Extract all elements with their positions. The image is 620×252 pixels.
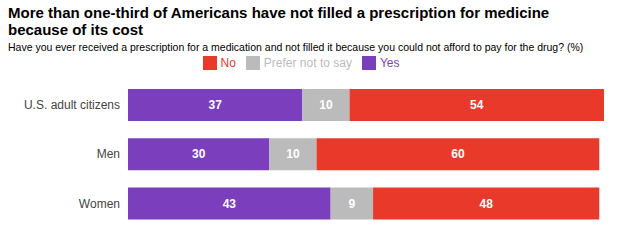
html-text:More than one-third of America: More than one-third of Americans have no… xyxy=(8,4,550,38)
svg-text:30: 30 xyxy=(192,147,206,161)
html-text:Yes: Yes xyxy=(379,55,400,70)
svg-text:60: 60 xyxy=(451,147,465,161)
svg-text:10: 10 xyxy=(319,98,333,112)
html-text:No: No xyxy=(220,55,236,70)
svg-text:Women: Women xyxy=(79,196,120,210)
svg-text:10: 10 xyxy=(286,147,300,161)
svg-text:37: 37 xyxy=(209,98,223,112)
svg-text:48: 48 xyxy=(479,196,493,210)
html-text:Prefer not to say: Prefer not to say xyxy=(263,55,352,70)
svg-text:54: 54 xyxy=(470,98,484,112)
svg-text:U.S. adult citizens: U.S. adult citizens xyxy=(24,97,120,111)
html-text:Have you ever received a presc: Have you ever received a prescription fo… xyxy=(8,41,584,53)
svg-text:9: 9 xyxy=(349,196,356,210)
svg-text:43: 43 xyxy=(223,196,237,210)
svg-text:Men: Men xyxy=(97,147,120,161)
